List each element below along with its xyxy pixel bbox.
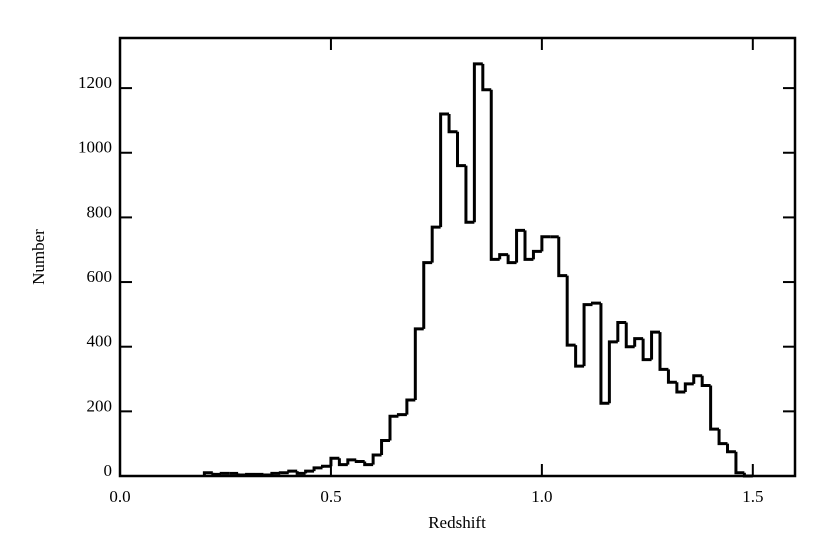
histogram-bar xyxy=(219,471,230,475)
histogram-bar xyxy=(346,458,357,465)
histogram-bar xyxy=(726,443,736,454)
histogram-bar xyxy=(456,131,466,168)
histogram-bar xyxy=(498,253,509,260)
histogram-bar xyxy=(278,471,289,475)
x-tick-label: 1.5 xyxy=(742,487,763,506)
histogram-bar xyxy=(658,332,669,371)
histogram-bar xyxy=(666,369,677,384)
histogram-bar xyxy=(565,275,576,347)
histogram-bar xyxy=(380,438,390,455)
histogram-bar xyxy=(329,456,340,467)
histogram-bar xyxy=(236,473,247,477)
histogram-bar xyxy=(354,459,365,463)
x-tick-label: 0.5 xyxy=(320,487,341,506)
histogram-bar xyxy=(683,382,694,392)
x-tick-label: 0.0 xyxy=(109,487,130,506)
histogram-bar xyxy=(523,230,534,261)
histogram-bar xyxy=(337,458,348,467)
histogram-bar xyxy=(202,471,213,476)
histogram-bar xyxy=(405,398,416,415)
plot-frame xyxy=(118,36,797,478)
histogram-bar xyxy=(489,89,500,261)
histogram-bar xyxy=(616,320,627,342)
y-tick-label: 1200 xyxy=(78,73,112,92)
histogram-bar xyxy=(624,322,635,349)
histogram-bar xyxy=(633,337,644,347)
histogram-bar xyxy=(245,472,255,476)
histogram-bar xyxy=(607,340,618,404)
y-tick-label: 200 xyxy=(87,396,113,415)
histogram-bar xyxy=(599,303,610,405)
histogram-bar xyxy=(464,165,475,224)
histogram-bar xyxy=(270,471,281,476)
histogram-bar xyxy=(582,303,593,367)
histogram-bar xyxy=(439,112,450,228)
histogram-bar xyxy=(675,382,686,394)
histogram-bar xyxy=(515,228,525,263)
histogram-bar xyxy=(574,345,585,368)
histogram-bar xyxy=(371,453,382,465)
histogram-bar xyxy=(557,236,568,278)
histogram-bar xyxy=(481,63,492,92)
histogram-bar xyxy=(650,330,660,360)
histogram-bar xyxy=(540,235,551,252)
histogram-bar xyxy=(287,469,298,473)
y-tick-label: 1000 xyxy=(78,138,112,157)
histogram-bar xyxy=(717,429,728,446)
y-tick-label: 800 xyxy=(87,202,113,221)
histogram-bar xyxy=(472,62,483,223)
histogram-bar xyxy=(396,413,407,417)
y-axis-label: Number xyxy=(29,229,48,285)
histogram-bar xyxy=(641,338,652,362)
histogram-bar xyxy=(692,374,703,384)
x-axis-label: Redshift xyxy=(428,513,486,532)
histogram-bar xyxy=(531,249,542,260)
histogram-bar xyxy=(506,254,517,265)
histogram-bar xyxy=(321,464,331,468)
histogram-bar xyxy=(413,327,424,401)
histogram-bar xyxy=(430,225,441,263)
histogram-bar xyxy=(709,385,720,431)
histogram-bar xyxy=(422,261,433,329)
histogram-bar xyxy=(363,461,374,467)
histogram-bar xyxy=(591,301,601,305)
histogram-bar xyxy=(261,473,272,477)
y-tick-label: 400 xyxy=(87,332,113,351)
y-tick-label: 0 xyxy=(104,461,113,480)
histogram-bar xyxy=(211,472,222,476)
histogram-bar xyxy=(304,469,315,474)
histogram-bar xyxy=(700,375,711,387)
x-tick-label: 1.0 xyxy=(531,487,552,506)
histogram-bar xyxy=(295,471,306,475)
histogram-bar xyxy=(742,472,753,478)
histogram-bar xyxy=(388,414,399,441)
histogram-bar xyxy=(734,451,745,475)
histogram-bar xyxy=(312,466,323,472)
y-tick-label: 600 xyxy=(87,267,113,286)
histogram-bar xyxy=(447,113,458,134)
